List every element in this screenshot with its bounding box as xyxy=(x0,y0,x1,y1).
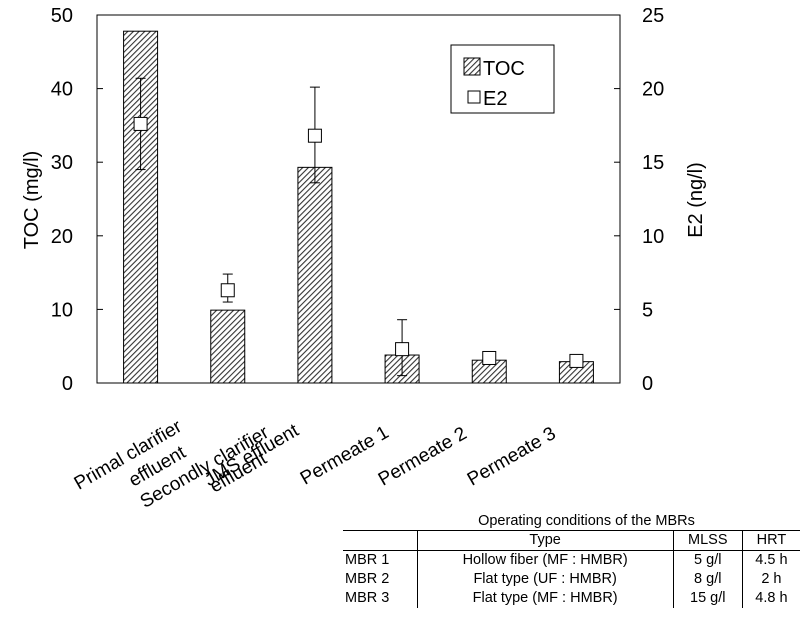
y-axis-right-tick-label: 15 xyxy=(642,152,664,174)
y-axis-right-tick-label: 10 xyxy=(642,226,664,248)
legend-swatch-toc xyxy=(463,57,481,76)
marker-e2 xyxy=(220,283,235,298)
table-cell: MBR 3 xyxy=(345,590,390,606)
legend-label-toc: TOC xyxy=(483,58,525,80)
plot-frame xyxy=(96,14,621,384)
table-cell: 4.5 h xyxy=(741,550,800,570)
operating-conditions-table-block: Operating conditions of the MBRs Type ML… xyxy=(343,512,800,608)
table-cell: 5 g/l xyxy=(672,550,743,570)
legend-swatch-e2 xyxy=(467,90,481,104)
operating-conditions-table: Type MLSS HRT MBR 1 Hollow fiber (MF : H… xyxy=(343,530,800,608)
y-axis-left-title: TOC (mg/l) xyxy=(21,151,43,250)
table-header-blank xyxy=(343,530,418,551)
y-axis-left-tick-label: 50 xyxy=(51,5,73,27)
table-caption: Operating conditions of the MBRs xyxy=(478,513,695,529)
table-cell: Hollow fiber (MF : HMBR) xyxy=(416,550,674,570)
y-axis-left-tick-label: 0 xyxy=(62,373,73,395)
bar-toc xyxy=(297,166,333,384)
table-cell: 8 g/l xyxy=(672,570,743,589)
legend: TOC E2 xyxy=(450,44,555,114)
table-row: MBR 1 Hollow fiber (MF : HMBR) 5 g/l 4.5… xyxy=(343,550,800,570)
x-category-label: Permeate 2 xyxy=(375,423,471,490)
y-axis-right-tick-label: 25 xyxy=(642,5,664,27)
table-header-mlss: MLSS xyxy=(672,530,743,551)
y-axis-left-tick-label: 20 xyxy=(51,226,73,248)
marker-e2 xyxy=(133,116,148,131)
table-header-row: Type MLSS HRT xyxy=(343,530,800,551)
x-category-label: Permeate 3 xyxy=(464,423,560,490)
y-axis-right-title: E2 (ng/l) xyxy=(685,162,707,238)
marker-e2 xyxy=(307,128,322,143)
table-header-hrt: HRT xyxy=(741,530,800,551)
y-axis-right-tick-label: 0 xyxy=(642,373,653,395)
marker-e2 xyxy=(395,342,410,357)
table-cell: 4.8 h xyxy=(741,589,800,608)
table-cell: 15 g/l xyxy=(672,589,743,608)
table-cell: 2 h xyxy=(741,570,800,589)
y-axis-left-tick-label: 30 xyxy=(51,152,73,174)
bar-toc xyxy=(210,309,246,384)
marker-e2 xyxy=(482,350,497,365)
table-cell: MBR 2 xyxy=(345,571,390,587)
table-cell: MBR 1 xyxy=(345,552,390,568)
table-cell: Flat type (UF : HMBR) xyxy=(416,570,674,589)
y-axis-left-tick-label: 40 xyxy=(51,79,73,101)
y-axis-right-tick-label: 20 xyxy=(642,79,664,101)
table-row: MBR 3 Flat type (MF : HMBR) 15 g/l 4.8 h xyxy=(343,589,800,608)
table-row: MBR 2 Flat type (UF : HMBR) 8 g/l 2 h xyxy=(343,570,800,589)
y-axis-left-tick-label: 10 xyxy=(51,299,73,321)
legend-label-e2: E2 xyxy=(483,88,507,110)
table-cell: Flat type (MF : HMBR) xyxy=(416,589,674,608)
marker-e2 xyxy=(569,353,584,368)
y-axis-right-tick-label: 5 xyxy=(642,299,653,321)
table-header-type: Type xyxy=(416,530,674,551)
